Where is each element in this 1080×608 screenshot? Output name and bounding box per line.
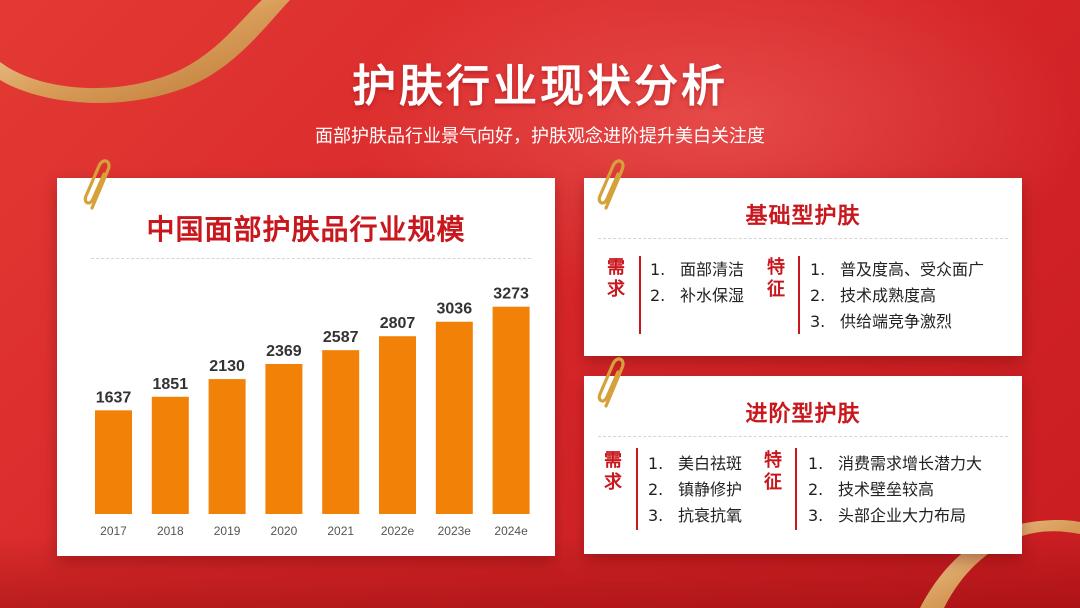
demand-tag: 需求 xyxy=(604,450,622,493)
list-item: 2. 镇静修护 xyxy=(648,480,743,499)
list-item: 1. 普及度高、受众面广 xyxy=(810,260,985,279)
data-label-2021: 2587 xyxy=(323,329,359,346)
x-tick-label-2017: 2017 xyxy=(100,524,127,538)
feature-divider-bar xyxy=(795,448,797,530)
bar-2022e xyxy=(379,336,416,514)
chart-title: 中国面部护肤品行业规模 xyxy=(146,213,466,246)
x-tick-label-2019: 2019 xyxy=(214,524,241,538)
data-label-2023e: 3036 xyxy=(437,301,473,318)
x-tick-label-2021: 2021 xyxy=(327,524,354,538)
bar-2023e xyxy=(435,321,473,514)
gold-ribbon-top-left xyxy=(0,0,290,103)
bar-2018 xyxy=(151,396,189,514)
list-item: 3. 抗衰抗氧 xyxy=(648,506,743,525)
card-divider xyxy=(598,436,1008,437)
list-item: 2. 技术壁垒较高 xyxy=(808,480,935,499)
bar-2017 xyxy=(95,410,132,514)
feature-list: 1. 普及度高、受众面广 2. 技术成熟度高 3. 供给端竞争激烈 xyxy=(810,257,984,335)
data-label-2019: 2130 xyxy=(209,358,245,375)
list-item: 1. 面部清洁 xyxy=(650,260,745,279)
list-item: 3. 头部企业大力布局 xyxy=(808,506,967,525)
list-item: 1. 美白祛斑 xyxy=(648,454,743,473)
basic-skincare-card: 基础型护肤 需求 1. 面部清洁 2. 补水保湿 特征 1. 普及度高、受众面广 2.… xyxy=(584,178,1022,356)
demand-list: 1. 美白祛斑 2. 镇静修护 3. 抗衰抗氧 xyxy=(648,451,742,529)
data-label-2024e: 3273 xyxy=(493,286,529,303)
x-tick-label-2022e: 2022e xyxy=(381,524,415,538)
bar-2019 xyxy=(208,379,246,514)
bar-2021 xyxy=(322,350,360,514)
data-label-2017: 1637 xyxy=(96,389,132,406)
card-divider xyxy=(598,238,1008,239)
chart-card: 中国面部护肤品行业规模 1637 2017 1851 2018 2130 2019 2369… xyxy=(57,178,555,556)
advanced-skincare-card: 进阶型护肤 需求 1. 美白祛斑 2. 镇静修护 3. 抗衰抗氧 特征 1. 消费需求增… xyxy=(584,376,1022,554)
paperclip-icon xyxy=(597,357,625,408)
list-item: 2. 补水保湿 xyxy=(650,286,745,305)
demand-divider-bar xyxy=(639,256,641,334)
page-subtitle: 面部护肤品行业景气向好，护肤观念进阶提升美白关注度 xyxy=(315,126,765,147)
demand-tag: 需求 xyxy=(607,257,625,300)
page-title: 护肤行业现状分析 xyxy=(352,61,728,112)
demand-divider-bar xyxy=(636,448,638,530)
bar-2024e xyxy=(492,306,530,514)
bar-chart: 1637 2017 1851 2018 2130 2019 2369 2020 2587 2021… xyxy=(95,286,530,538)
basic-card-title: 基础型护肤 xyxy=(745,204,861,229)
x-tick-label-2020: 2020 xyxy=(271,524,298,538)
paperclip-icon xyxy=(83,159,111,210)
data-label-2020: 2369 xyxy=(266,343,302,360)
x-tick-label-2024e: 2024e xyxy=(494,524,528,538)
list-item: 3. 供给端竞争激烈 xyxy=(810,312,953,331)
feature-list: 1. 消费需求增长潜力大 2. 技术壁垒较高 3. 头部企业大力布局 xyxy=(808,451,982,529)
feature-tag: 特征 xyxy=(767,257,785,300)
list-item: 2. 技术成熟度高 xyxy=(810,286,937,305)
feature-divider-bar xyxy=(798,256,800,334)
chart-divider xyxy=(91,258,531,259)
data-label-2022e: 2807 xyxy=(380,315,416,332)
list-item: 1. 消费需求增长潜力大 xyxy=(808,454,983,473)
feature-tag: 特征 xyxy=(764,450,782,493)
x-tick-label-2023e: 2023e xyxy=(438,524,472,538)
bar-2020 xyxy=(265,363,303,514)
paperclip-icon xyxy=(597,159,625,210)
x-tick-label-2018: 2018 xyxy=(157,524,184,538)
demand-list: 1. 面部清洁 2. 补水保湿 xyxy=(650,257,744,309)
advanced-card-title: 进阶型护肤 xyxy=(745,402,861,427)
data-label-2018: 1851 xyxy=(153,376,189,393)
